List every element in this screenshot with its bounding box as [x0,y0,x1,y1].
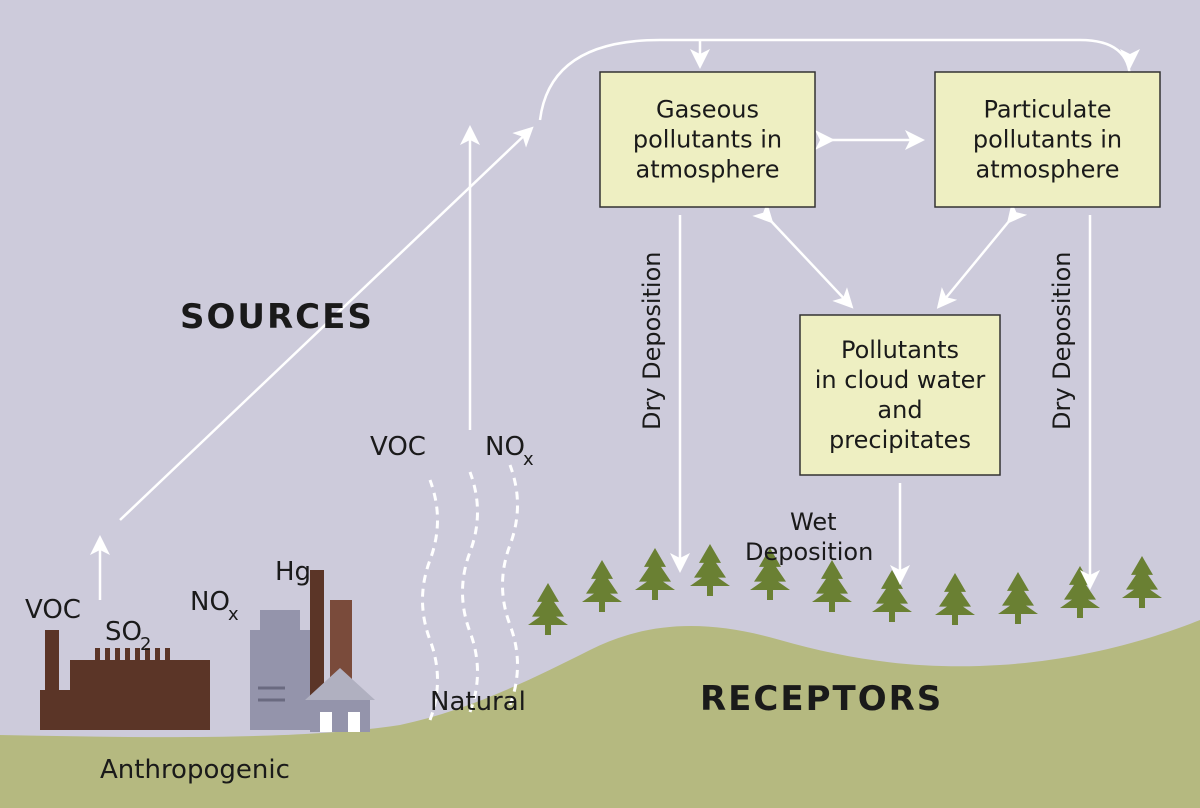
pollution-cycle-diagram: Gaseouspollutants inatmosphereParticulat… [0,0,1200,808]
cloud-line-0: Pollutants [841,336,959,364]
svg-text:SO: SO [105,617,142,647]
sources-label: SOURCES [180,297,374,337]
voc1-label: VOC [25,595,81,625]
wet-label-2: Deposition [745,538,873,566]
cloud-line-2: and [877,396,922,424]
cloud-line-1: in cloud water [815,366,986,394]
svg-text:2: 2 [140,634,151,655]
dry-deposition-left-label: Dry Deposition [638,252,666,431]
particulate-box: Particulatepollutants inatmosphere [935,72,1160,207]
particulate-line-2: atmosphere [976,156,1120,184]
voc2-label: VOC [370,432,426,462]
svg-text:NO: NO [485,432,525,462]
cloud-line-3: precipitates [829,426,971,454]
dry-deposition-right-label: Dry Deposition [1048,252,1076,431]
gaseous-line-1: pollutants in [633,126,782,154]
svg-text:x: x [523,449,534,470]
gaseous-line-0: Gaseous [656,96,759,124]
receptors-label: RECEPTORS [700,679,943,719]
particulate-line-1: pollutants in [973,126,1122,154]
wet-label-1: Wet [790,508,837,536]
particulate-line-0: Particulate [983,96,1111,124]
gaseous-box: Gaseouspollutants inatmosphere [600,72,815,207]
natural-label: Natural [430,687,526,717]
gaseous-line-2: atmosphere [636,156,780,184]
anthropogenic-label: Anthropogenic [100,755,290,785]
cloud-box: Pollutantsin cloud waterandprecipitates [800,315,1000,475]
svg-text:NO: NO [190,587,230,617]
svg-text:x: x [228,604,239,625]
hg-label: Hg [275,557,311,587]
